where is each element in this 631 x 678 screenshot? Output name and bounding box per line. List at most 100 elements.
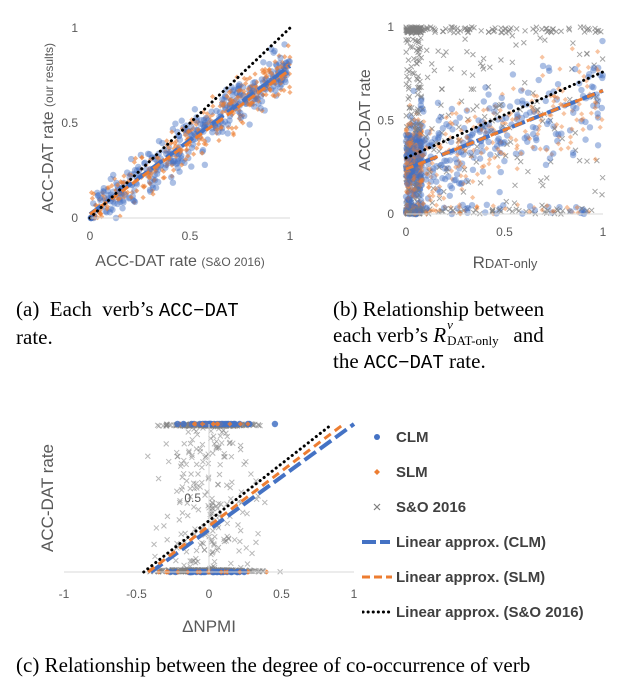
data-point bbox=[500, 120, 506, 126]
data-point bbox=[168, 174, 175, 181]
data-point bbox=[201, 546, 208, 553]
data-point bbox=[147, 180, 153, 186]
cross-marker-icon bbox=[373, 503, 381, 511]
data-point bbox=[119, 205, 126, 212]
data-point bbox=[281, 64, 287, 70]
data-point bbox=[456, 204, 462, 210]
data-point bbox=[509, 116, 516, 123]
data-point bbox=[459, 201, 466, 209]
data-point bbox=[237, 114, 245, 121]
data-point bbox=[520, 87, 526, 93]
data-point bbox=[414, 137, 422, 145]
data-point bbox=[228, 100, 234, 106]
data-point bbox=[461, 207, 467, 214]
data-point bbox=[433, 172, 440, 178]
data-point bbox=[214, 130, 220, 136]
data-point bbox=[464, 205, 471, 212]
chart-c-plot: -1 -0.5 0 0.5 1 0.5 ΔNPMI ACC-DAT rate bbox=[38, 420, 358, 636]
data-point bbox=[506, 206, 513, 213]
data-point bbox=[581, 73, 587, 80]
caption-b-line3-pre: the bbox=[333, 349, 364, 373]
data-point bbox=[562, 96, 568, 103]
data-point bbox=[174, 164, 181, 172]
data-point bbox=[152, 553, 158, 560]
data-point bbox=[545, 207, 551, 214]
data-point bbox=[236, 112, 243, 118]
data-point bbox=[468, 86, 475, 92]
data-point bbox=[468, 131, 476, 139]
data-point bbox=[410, 144, 417, 151]
data-point bbox=[488, 127, 495, 135]
data-point bbox=[261, 499, 268, 506]
data-point bbox=[199, 150, 205, 156]
data-point bbox=[202, 138, 208, 144]
legend-item-linear-so2016: Linear approx. (S&O 2016) bbox=[362, 601, 627, 636]
data-point bbox=[202, 114, 210, 122]
data-point bbox=[188, 471, 194, 477]
data-point bbox=[407, 168, 413, 174]
data-point bbox=[131, 199, 137, 205]
data-point bbox=[189, 436, 196, 443]
data-point bbox=[543, 175, 550, 181]
data-point bbox=[226, 117, 233, 124]
data-point bbox=[582, 136, 589, 143]
data-point bbox=[228, 479, 235, 486]
data-point bbox=[463, 173, 469, 180]
data-point bbox=[418, 168, 424, 175]
data-point bbox=[203, 115, 209, 121]
data-point bbox=[97, 197, 104, 204]
data-point bbox=[576, 51, 583, 58]
data-point bbox=[465, 116, 471, 123]
data-point bbox=[592, 105, 598, 111]
data-point bbox=[496, 207, 502, 214]
data-point bbox=[233, 125, 239, 131]
data-point bbox=[478, 118, 486, 126]
data-point bbox=[409, 175, 415, 181]
data-point bbox=[266, 60, 273, 68]
x-tick-label: 0.5 bbox=[182, 229, 199, 243]
data-point bbox=[539, 118, 546, 125]
data-point bbox=[424, 172, 431, 179]
data-point bbox=[435, 134, 442, 141]
data-point bbox=[534, 106, 540, 113]
data-point bbox=[405, 86, 412, 92]
data-point bbox=[482, 209, 489, 216]
data-point bbox=[214, 547, 221, 554]
data-point bbox=[227, 421, 233, 427]
data-point bbox=[590, 64, 597, 72]
data-point bbox=[236, 107, 242, 114]
data-point bbox=[192, 421, 198, 427]
data-point bbox=[559, 88, 566, 94]
data-point bbox=[548, 29, 555, 36]
data-point bbox=[464, 204, 472, 212]
data-point bbox=[508, 135, 514, 141]
data-point bbox=[539, 182, 546, 189]
data-point bbox=[416, 121, 423, 127]
data-point bbox=[287, 89, 293, 96]
x-tick-label: 0 bbox=[403, 225, 410, 239]
data-point bbox=[598, 104, 606, 112]
data-point bbox=[417, 29, 423, 36]
data-point bbox=[416, 52, 422, 58]
data-point bbox=[506, 28, 512, 35]
data-point bbox=[169, 179, 177, 186]
chart-c-legend: CLM SLM S&O 2016 Linear approx. (CLM) Li… bbox=[362, 426, 627, 636]
data-point bbox=[461, 26, 468, 32]
data-point bbox=[227, 495, 234, 502]
data-point bbox=[434, 136, 442, 143]
data-point bbox=[239, 509, 246, 516]
data-point bbox=[188, 163, 195, 170]
data-point bbox=[590, 102, 597, 109]
data-point bbox=[411, 144, 418, 151]
data-point bbox=[216, 471, 223, 478]
data-point bbox=[520, 39, 527, 46]
data-point bbox=[272, 87, 279, 94]
data-point bbox=[200, 116, 208, 124]
data-point bbox=[282, 73, 288, 79]
data-point bbox=[535, 127, 542, 133]
data-point bbox=[514, 113, 521, 120]
data-point bbox=[417, 146, 423, 153]
data-point bbox=[405, 196, 412, 203]
data-point bbox=[457, 202, 463, 208]
data-point bbox=[468, 24, 475, 30]
